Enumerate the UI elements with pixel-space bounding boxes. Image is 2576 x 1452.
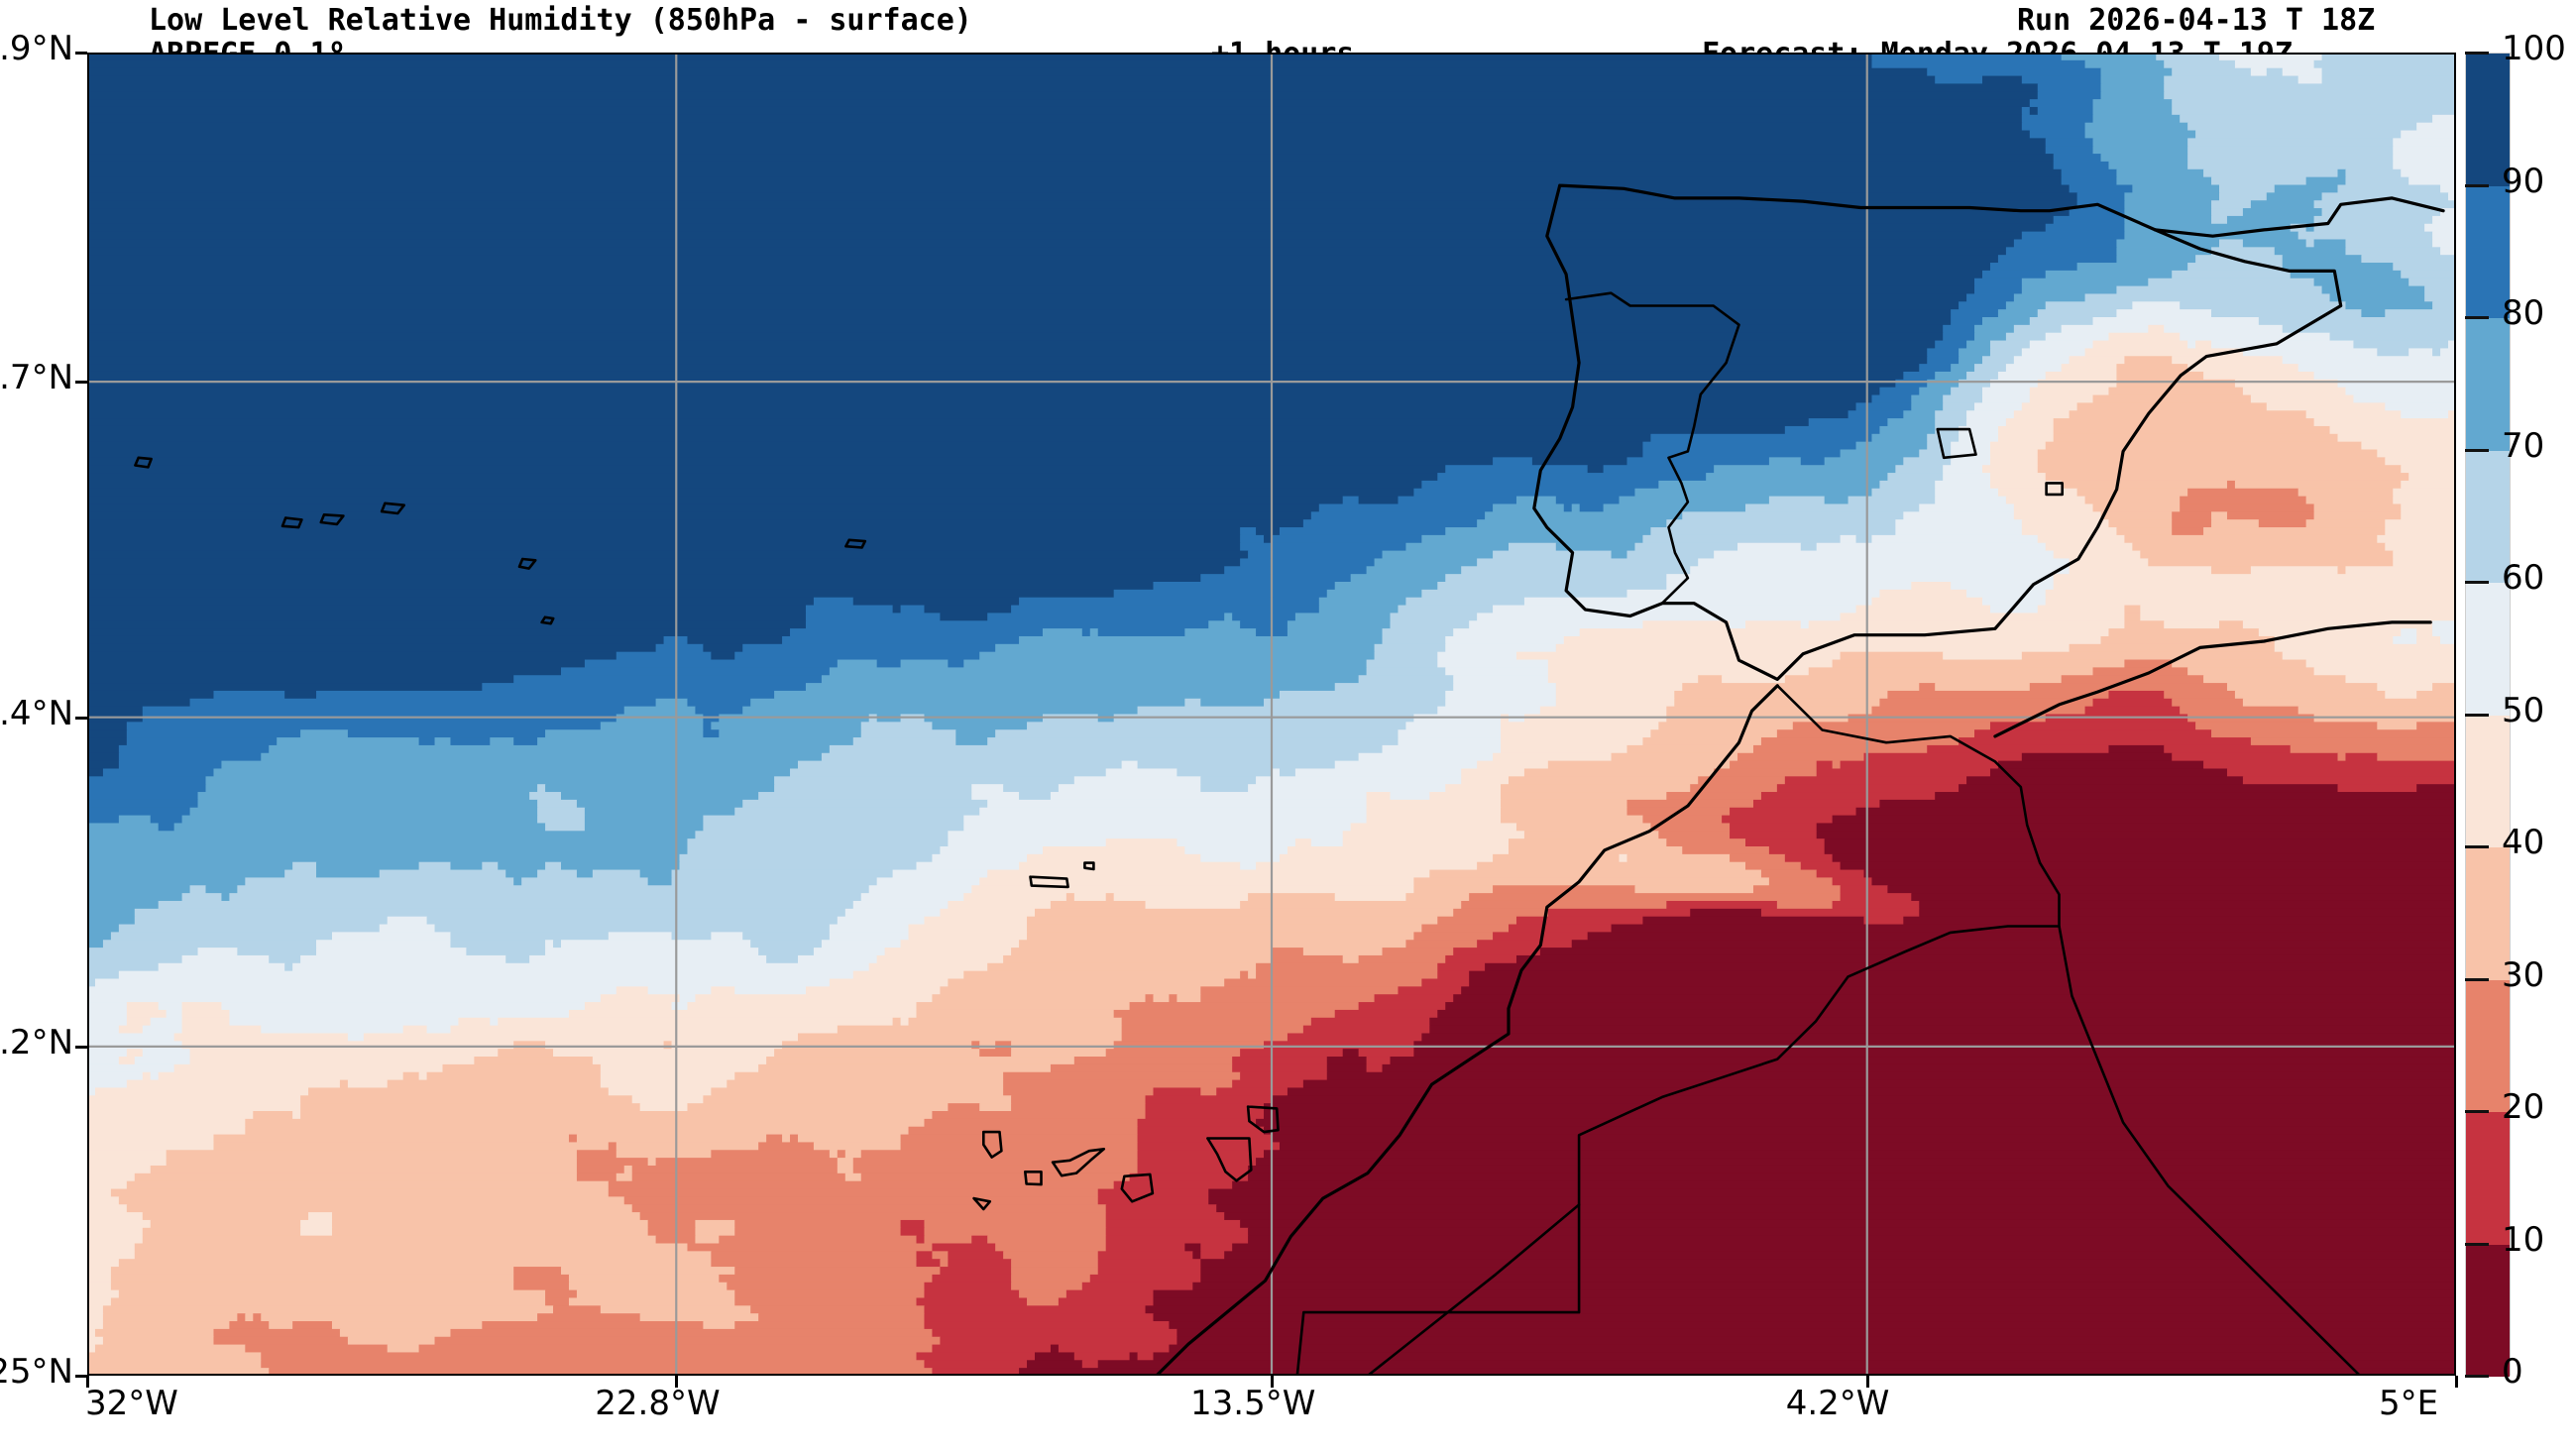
run-timestamp-label: Run 2026-04-13 T 18Z [2017,3,2376,38]
colorbar-tick-label-5: 50 [2502,690,2545,730]
y-axis-tick-3: 40.7°N [0,358,73,398]
humidity-field-svg [87,53,2456,1376]
y-axis-tickmark-3 [75,381,87,385]
y-axis-tick-2: 35.4°N [0,693,73,733]
colorbar-tickmark-0 [2465,1375,2489,1378]
x-axis-tick-1: 22.8°W [595,1384,721,1423]
colorbar-band-5 [2466,583,2510,716]
y-axis-tickmark-4 [75,52,87,55]
x-axis-tickmark-1 [675,1376,679,1388]
colorbar-band-6 [2466,450,2510,583]
x-axis-tick-0: 32°W [85,1384,178,1423]
colorbar-band-4 [2466,715,2510,847]
x-axis-tickmark-2 [1271,1376,1274,1388]
colorbar-tick-label-4: 40 [2502,823,2545,862]
x-axis-tick-2: 13.5°W [1190,1384,1316,1423]
colorbar-tickmark-1 [2465,1242,2489,1246]
colorbar-tickmark-5 [2465,713,2489,717]
colorbar-band-0 [2466,1244,2510,1377]
colorbar-band-7 [2466,318,2510,451]
y-axis-tickmark-2 [75,716,87,720]
colorbar-tickmark-4 [2465,845,2489,848]
colorbar-tickmark-8 [2465,316,2489,319]
colorbar-tick-label-8: 80 [2502,293,2545,333]
colorbar-tick-label-1: 10 [2502,1219,2545,1260]
y-axis-tick-0: 25°N [0,1352,73,1392]
colorbar-tick-label-2: 20 [2502,1087,2545,1127]
colorbar-tick-label-0: 0 [2502,1352,2523,1392]
colorbar-tickmark-9 [2465,183,2489,187]
colorbar [2465,53,2511,1377]
colorbar-tick-label-10: 100 [2502,29,2566,68]
colorbar-band-1 [2466,1112,2510,1245]
x-axis-tick-3: 4.2°W [1785,1384,1890,1423]
x-axis-tickmark-3 [1865,1376,1869,1388]
y-axis-tick-1: 30.2°N [0,1022,73,1062]
colorbar-tick-label-9: 90 [2502,161,2545,201]
colorbar-tickmark-6 [2465,581,2489,584]
page-title: Low Level Relative Humidity (850hPa - su… [149,3,972,38]
humidity-map-plot [87,53,2456,1376]
y-axis-tickmark-1 [75,1045,87,1049]
colorbar-tick-label-7: 70 [2502,425,2545,466]
coastline-layer [134,183,2445,1376]
y-axis-tickmark-0 [75,1375,87,1378]
x-axis-tickmark-0 [86,1376,89,1388]
colorbar-tickmark-2 [2465,1110,2489,1113]
colorbar-band-2 [2466,979,2510,1112]
gridline-layer [87,53,2456,1376]
colorbar-tickmark-3 [2465,977,2489,981]
colorbar-tickmark-10 [2465,52,2489,55]
x-axis-tickmark-4 [2455,1376,2458,1388]
y-axis-tick-4: 45.9°N [0,29,73,68]
colorbar-band-8 [2466,185,2510,318]
colorbar-band-3 [2466,847,2510,980]
colorbar-tick-label-6: 60 [2502,558,2545,598]
colorbar-tick-label-3: 30 [2502,954,2545,995]
x-axis-tick-4: 5°E [2379,1384,2439,1423]
colorbar-tickmark-7 [2465,448,2489,452]
colorbar-band-9 [2466,54,2510,186]
